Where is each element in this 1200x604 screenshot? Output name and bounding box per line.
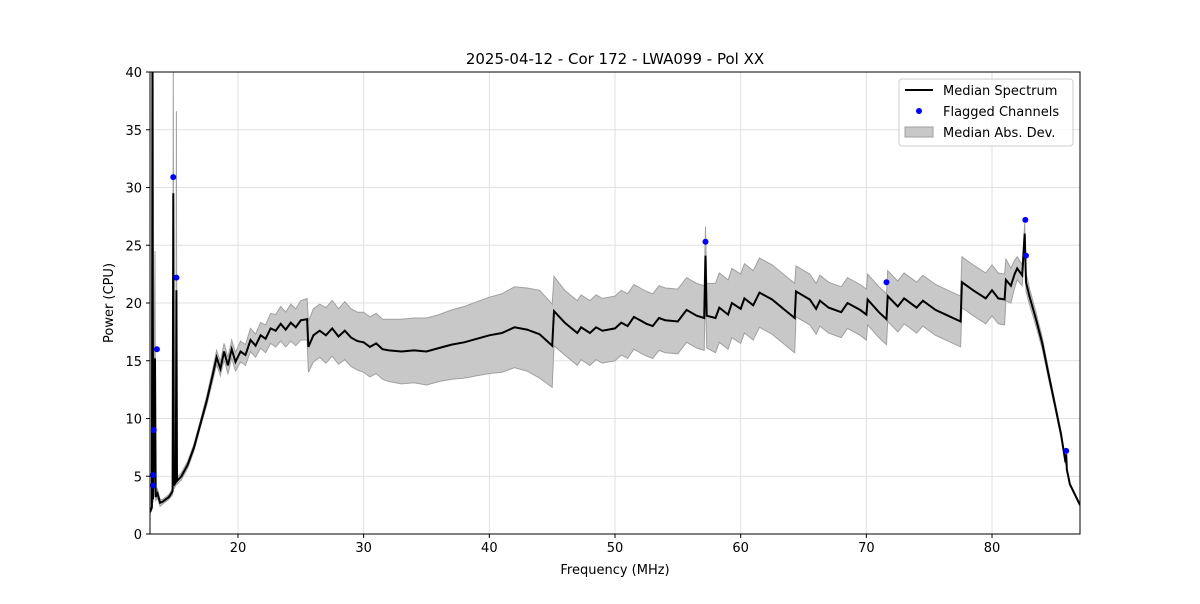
median-line	[150, 72, 1080, 513]
flagged-channel-point	[1022, 216, 1029, 223]
mad-band	[150, 72, 1080, 514]
legend-mad-swatch	[904, 126, 934, 138]
legend: Median Spectrum Flagged Channels Median …	[898, 78, 1074, 147]
chart-title: 2025-04-12 - Cor 172 - LWA099 - Pol XX	[466, 50, 764, 68]
flagged-channel-point	[150, 427, 157, 434]
x-tick-label: 70	[858, 541, 875, 556]
x-tick-label: 30	[355, 541, 372, 556]
y-tick-label: 0	[134, 528, 142, 543]
x-tick-label: 40	[481, 541, 498, 556]
flagged-channel-point	[150, 482, 157, 489]
legend-mad: Median Abs. Dev.	[943, 126, 1055, 141]
y-tick-label: 10	[125, 413, 142, 428]
axis-ticks: 20 30 40 50 60 70 80 0 5 10 15 20 25 30 35 40	[125, 66, 1000, 556]
y-tick-label: 5	[134, 470, 142, 485]
y-tick-label: 25	[125, 239, 142, 254]
x-axis-label: Frequency (MHz)	[560, 563, 669, 578]
y-tick-label: 40	[125, 66, 142, 81]
legend-flagged-swatch	[916, 108, 922, 114]
flagged-channel-point	[173, 274, 180, 281]
flagged-points	[150, 174, 1070, 489]
y-axis-label: Power (CPU)	[102, 263, 117, 343]
x-tick-label: 80	[984, 541, 1001, 556]
x-tick-label: 60	[732, 541, 749, 556]
y-tick-label: 30	[125, 182, 142, 197]
flagged-channel-point	[1022, 252, 1029, 259]
legend-flagged: Flagged Channels	[943, 105, 1059, 120]
flagged-channel-point	[170, 174, 177, 181]
legend-median: Median Spectrum	[943, 84, 1057, 99]
x-tick-label: 20	[230, 541, 247, 556]
flagged-channel-point	[153, 346, 160, 353]
x-tick-label: 50	[607, 541, 624, 556]
y-tick-label: 15	[125, 355, 142, 370]
flagged-channel-point	[702, 238, 709, 245]
flagged-channel-point	[1063, 447, 1070, 454]
flagged-channel-point	[883, 279, 890, 286]
y-tick-label: 20	[125, 297, 142, 312]
y-tick-label: 35	[125, 124, 142, 139]
flagged-channel-point	[150, 472, 157, 479]
